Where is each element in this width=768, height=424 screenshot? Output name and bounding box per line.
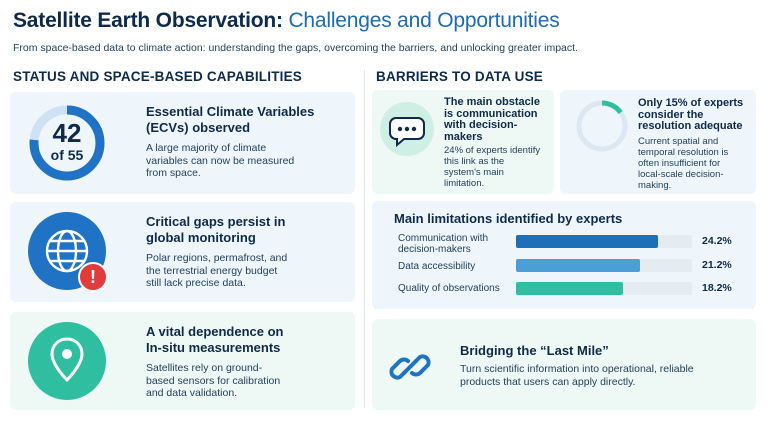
bar-label-line: Communication with xyxy=(398,233,489,244)
chain-link-icon xyxy=(389,354,431,380)
gaps-title: Critical gaps persist in global monitori… xyxy=(146,214,285,246)
resolution-text-line: temporal resolution is xyxy=(638,147,729,158)
obstacle-text-line: 24% of experts identify xyxy=(444,145,541,156)
gaps-text: Polar regions, permafrost, and the terre… xyxy=(146,252,287,290)
obstacle-title-line: is communication xyxy=(444,107,538,120)
page-subtitle: From space-based data to climate action:… xyxy=(13,42,578,54)
bar-label-communication: Communication with decision-makers xyxy=(398,233,488,255)
obstacle-title-line: with decision- xyxy=(444,119,518,131)
bar-value-accessibility: 21.2% xyxy=(702,259,732,271)
ecv-card: 42 of 55 Essential Climate Variables (EC… xyxy=(10,92,355,194)
gaps-title-line1: Critical gaps persist in xyxy=(146,214,286,229)
last-mile-text-line: products that users can apply directly. xyxy=(460,375,636,388)
pin-graphic xyxy=(50,337,84,383)
chat-graphic xyxy=(389,117,425,148)
gaps-title-line2: global monitoring xyxy=(146,230,256,245)
obstacle-text-line: limitation. xyxy=(444,178,485,189)
left-section-heading: STATUS AND SPACE-BASED CAPABILITIES xyxy=(13,69,303,84)
insitu-card: A vital dependence on In-situ measuremen… xyxy=(10,312,355,410)
ecv-ring-graphic xyxy=(29,105,105,181)
page-title: Satellite Earth Observation: Challenges … xyxy=(13,9,560,33)
insitu-title-line1: A vital dependence on xyxy=(146,324,284,339)
insitu-text-line: based sensors for calibration xyxy=(146,374,281,387)
insitu-title: A vital dependence on In-situ measuremen… xyxy=(146,324,284,356)
bar-label-line: Quality of observations xyxy=(398,283,500,294)
bar-label-quality: Quality of observations xyxy=(398,283,500,294)
resolution-text-line: often insufficient for xyxy=(638,158,721,169)
ring-arc xyxy=(576,100,628,152)
ecv-text-line: from space. xyxy=(146,167,201,179)
bar-value-communication: 24.2% xyxy=(702,235,732,247)
chat-bubble-icon xyxy=(380,102,434,156)
obstacle-text: 24% of experts identify this link as the… xyxy=(444,145,540,189)
bar-value-quality: 18.2% xyxy=(702,282,732,294)
last-mile-text-line: Turn scientific information into operati… xyxy=(460,363,694,375)
ecv-text-line: variables can now be measured xyxy=(146,154,295,167)
resolution-title: Only 15% of experts consider the resolut… xyxy=(638,97,744,133)
obstacle-title-line: makers xyxy=(444,130,483,143)
ecv-title-line1: Essential Climate Variables xyxy=(146,104,315,119)
ecv-progress-ring: 42 of 55 xyxy=(28,104,106,182)
title-light: Challenges and Opportunities xyxy=(288,9,560,32)
gaps-text-line: still lack precise data. xyxy=(146,277,246,289)
bar-fill-quality xyxy=(516,282,623,295)
title-bold: Satellite Earth Observation: xyxy=(13,9,283,32)
ecv-title: Essential Climate Variables (ECVs) obser… xyxy=(146,104,314,136)
bar-label-line: decision-makers xyxy=(398,244,471,255)
obstacle-text-line: this link as the xyxy=(444,156,505,167)
bar-fill-communication xyxy=(516,235,658,248)
limitations-heading: Main limitations identified by experts xyxy=(394,211,623,226)
resolution-text-line: local-scale decision- xyxy=(638,169,724,180)
gaps-card: ! Critical gaps persist in global monito… xyxy=(10,202,355,302)
resolution-title-line: resolution adequate xyxy=(638,120,743,132)
insitu-text: Satellites rely on ground- based sensors… xyxy=(146,362,280,400)
ring-arc xyxy=(29,105,105,181)
right-section-heading: BARRIERS TO DATA USE xyxy=(376,69,544,84)
resolution-text-line: making. xyxy=(638,180,672,191)
insitu-text-line: and data validation. xyxy=(146,387,238,399)
resolution-progress-ring xyxy=(576,100,628,152)
bar-track xyxy=(516,259,692,272)
bar-track xyxy=(516,282,692,295)
obstacle-card: The main obstacle is communication with … xyxy=(372,90,554,194)
ecv-count: 42 xyxy=(52,118,82,148)
obstacle-title-line: The main obstacle xyxy=(444,96,540,108)
resolution-title-line: Only 15% of experts xyxy=(638,97,744,109)
location-pin-icon xyxy=(28,322,106,400)
bar-label-accessibility: Data accessibility xyxy=(398,261,475,272)
resolution-card: Only 15% of experts consider the resolut… xyxy=(560,90,756,194)
ecv-text-line: A large majority of climate xyxy=(146,142,267,154)
ecv-total: of 55 xyxy=(50,147,84,163)
last-mile-text: Turn scientific information into operati… xyxy=(460,363,694,388)
section-divider xyxy=(364,70,365,408)
resolution-title-line: consider the xyxy=(638,108,704,121)
last-mile-card: Bridging the “Last Mile” Turn scientific… xyxy=(372,319,756,410)
gaps-text-line: Polar regions, permafrost, and xyxy=(146,252,288,264)
obstacle-text-line: system's main xyxy=(444,167,504,178)
obstacle-title: The main obstacle is communication with … xyxy=(444,96,540,143)
gaps-text-line: the terrestrial energy budget xyxy=(146,264,278,277)
ecv-text: A large majority of climate variables ca… xyxy=(146,142,294,180)
resolution-text-line: Current spatial and xyxy=(638,136,719,147)
bar-label-line: Data accessibility xyxy=(398,261,476,272)
exclamation-icon: ! xyxy=(78,262,108,292)
insitu-title-line2: In-situ measurements xyxy=(146,340,281,355)
ecv-title-line2: (ECVs) observed xyxy=(146,120,251,135)
bar-track xyxy=(516,235,692,248)
last-mile-title: Bridging the “Last Mile” xyxy=(460,343,609,358)
globe-graphic xyxy=(45,229,89,273)
resolution-text: Current spatial and temporal resolution … xyxy=(638,136,728,191)
insitu-text-line: Satellites rely on ground- xyxy=(146,362,263,374)
bar-fill-accessibility xyxy=(516,259,641,272)
